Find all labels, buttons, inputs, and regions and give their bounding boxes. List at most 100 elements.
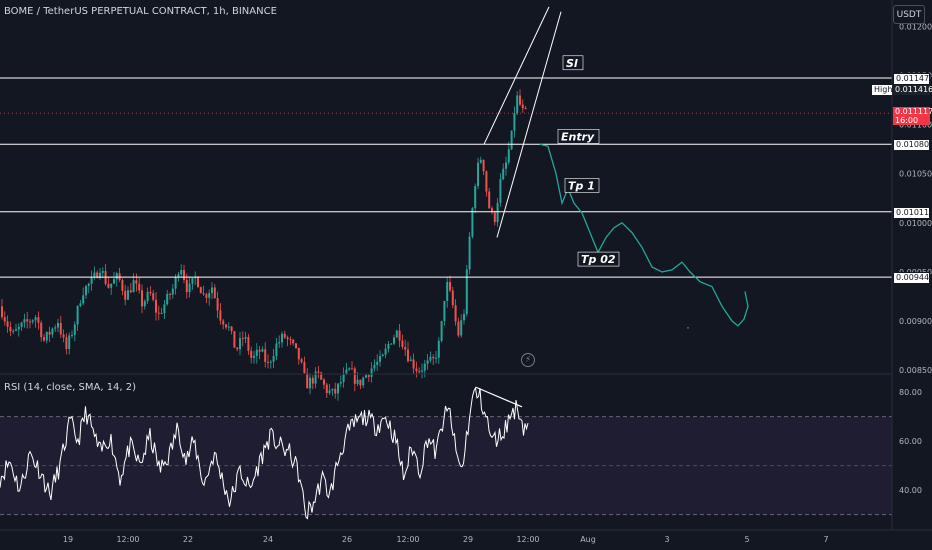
candle-body bbox=[34, 317, 37, 321]
rsi-pane bbox=[0, 386, 892, 520]
candle-body bbox=[236, 347, 239, 350]
candle-body bbox=[225, 324, 227, 328]
candle-body bbox=[87, 283, 90, 287]
time-tick-label: 5 bbox=[744, 535, 749, 544]
annotation-3: Tp 02 bbox=[581, 253, 616, 266]
candle-body bbox=[57, 322, 59, 328]
candle-body bbox=[376, 361, 379, 365]
candle-body bbox=[188, 283, 191, 293]
candle-body bbox=[26, 319, 29, 322]
candle-body bbox=[12, 330, 15, 332]
candle-body bbox=[258, 349, 261, 352]
candle-body bbox=[491, 208, 493, 213]
candle-body bbox=[407, 349, 409, 362]
candle-body bbox=[339, 382, 342, 384]
candle-body bbox=[309, 377, 311, 389]
candle-body bbox=[96, 272, 99, 278]
candle-body bbox=[269, 361, 272, 363]
candle-body bbox=[138, 283, 141, 291]
candle-body bbox=[250, 350, 253, 358]
candle-body bbox=[183, 269, 185, 280]
candle-body bbox=[437, 340, 440, 358]
candle-body bbox=[496, 202, 499, 223]
candle-body bbox=[409, 359, 412, 362]
candle-body bbox=[390, 343, 393, 345]
candle-body bbox=[135, 280, 138, 284]
candle-body bbox=[370, 368, 373, 377]
candle-body bbox=[507, 149, 510, 163]
candle-body bbox=[163, 304, 166, 313]
candle-body bbox=[121, 279, 124, 291]
candle-body bbox=[247, 337, 250, 351]
annotation-0: Sl bbox=[566, 57, 578, 70]
candle-body bbox=[457, 321, 460, 336]
lightning-icon[interactable]: ⚡ bbox=[521, 353, 535, 367]
candle-body bbox=[3, 317, 6, 322]
candle-body bbox=[367, 375, 370, 377]
candle-body bbox=[202, 293, 205, 295]
time-tick-label: Aug bbox=[580, 535, 596, 544]
candle-body bbox=[292, 339, 295, 344]
candle-body bbox=[395, 330, 398, 338]
candle-body bbox=[348, 368, 351, 370]
candle-body bbox=[446, 281, 449, 302]
candle-body bbox=[401, 340, 404, 347]
candle-body bbox=[477, 162, 479, 187]
candle-body bbox=[143, 301, 146, 307]
candle-body bbox=[264, 349, 267, 362]
candle-body bbox=[261, 349, 264, 352]
annotation-box bbox=[557, 129, 600, 144]
candle-body bbox=[426, 360, 429, 364]
time-tick-label: 3 bbox=[664, 535, 669, 544]
candle-body bbox=[157, 312, 160, 314]
price-tick-label: 0.012000 bbox=[899, 23, 932, 32]
candle-body bbox=[328, 390, 331, 394]
candle-body bbox=[54, 327, 57, 329]
candle-body bbox=[465, 269, 468, 315]
high-label-tag: High bbox=[872, 84, 893, 95]
candle-body bbox=[29, 321, 31, 323]
candle-body bbox=[15, 329, 17, 331]
candle-body bbox=[85, 286, 87, 296]
candle-body bbox=[93, 272, 96, 278]
candle-body bbox=[227, 326, 230, 328]
candle-body bbox=[171, 288, 174, 295]
candle-body bbox=[68, 335, 71, 350]
time-tick-label: 24 bbox=[263, 535, 273, 544]
candle-body bbox=[1, 306, 3, 318]
time-tick-label: 29 bbox=[463, 535, 473, 544]
candle-body bbox=[429, 356, 432, 361]
candle-body bbox=[149, 291, 152, 294]
candle-body bbox=[48, 331, 51, 335]
current-price-tag: 0.011117 16:00 bbox=[893, 107, 932, 126]
candle-body bbox=[485, 171, 488, 192]
channel-upper-line bbox=[483, 6, 550, 145]
currency-button[interactable]: USDT bbox=[893, 5, 925, 24]
rsi-tick-label: 80.00 bbox=[899, 388, 922, 397]
candle-body bbox=[460, 320, 463, 336]
candle-body bbox=[59, 322, 62, 335]
candle-body bbox=[37, 317, 40, 323]
candle-body bbox=[398, 330, 401, 341]
candle-body bbox=[524, 108, 527, 110]
candle-body bbox=[241, 338, 244, 340]
level-price-tag: 0.011475 bbox=[893, 73, 932, 86]
candle-body bbox=[281, 333, 283, 343]
candle-body bbox=[415, 368, 418, 372]
candle-body bbox=[82, 295, 85, 304]
candle-body bbox=[342, 373, 345, 383]
channel-lower-line bbox=[496, 11, 562, 238]
candle-body bbox=[107, 283, 110, 288]
time-tick-label: 12:00 bbox=[396, 535, 419, 544]
rsi-tick-label: 40.00 bbox=[899, 486, 922, 495]
candle-body bbox=[213, 287, 216, 299]
candle-body bbox=[62, 334, 65, 338]
candle-body bbox=[521, 104, 524, 109]
candle-body bbox=[233, 331, 236, 348]
candle-body bbox=[17, 326, 20, 330]
candle-body bbox=[356, 379, 359, 384]
candle-body bbox=[101, 271, 104, 273]
candle-body bbox=[239, 338, 241, 350]
